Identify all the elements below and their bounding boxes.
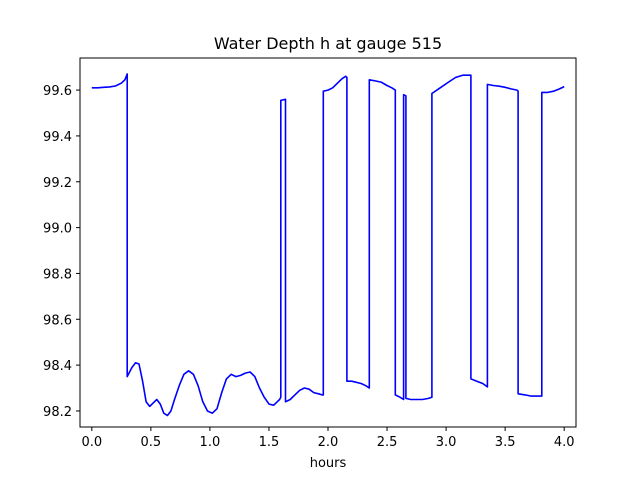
x-tick-label: 0.5 <box>141 435 162 450</box>
x-tick-label: 4.0 <box>554 435 575 450</box>
x-tick-label: 1.5 <box>259 435 280 450</box>
y-tick-label: 99.0 <box>43 222 72 237</box>
y-tick-label: 99.2 <box>43 176 72 191</box>
x-axis-label: hours <box>310 456 347 471</box>
x-tick-label: 2.5 <box>377 435 398 450</box>
plot-area <box>91 73 565 417</box>
x-tick-label: 0.0 <box>81 435 102 450</box>
y-tick-label: 98.6 <box>43 313 72 328</box>
x-axis: 0.0 0.5 1.0 1.5 2.0 2.5 3.0 3.5 4.0 <box>81 427 575 450</box>
chart-title: Water Depth h at gauge 515 <box>214 34 442 53</box>
x-tick-label: 2.0 <box>318 435 339 450</box>
y-tick-label: 99.6 <box>43 84 72 99</box>
x-tick-label: 3.5 <box>495 435 516 450</box>
x-tick-label: 1.0 <box>200 435 221 450</box>
y-tick-label: 98.8 <box>43 267 72 282</box>
y-tick-label: 98.2 <box>43 405 72 420</box>
x-tick-label: 3.0 <box>436 435 457 450</box>
y-tick-label: 99.4 <box>43 130 72 145</box>
y-tick-label: 98.4 <box>43 359 72 374</box>
y-axis: 98.2 98.4 98.6 98.8 99.0 99.2 99.4 99.6 <box>43 84 80 420</box>
series-line <box>91 73 565 417</box>
plot-frame <box>79 57 577 428</box>
